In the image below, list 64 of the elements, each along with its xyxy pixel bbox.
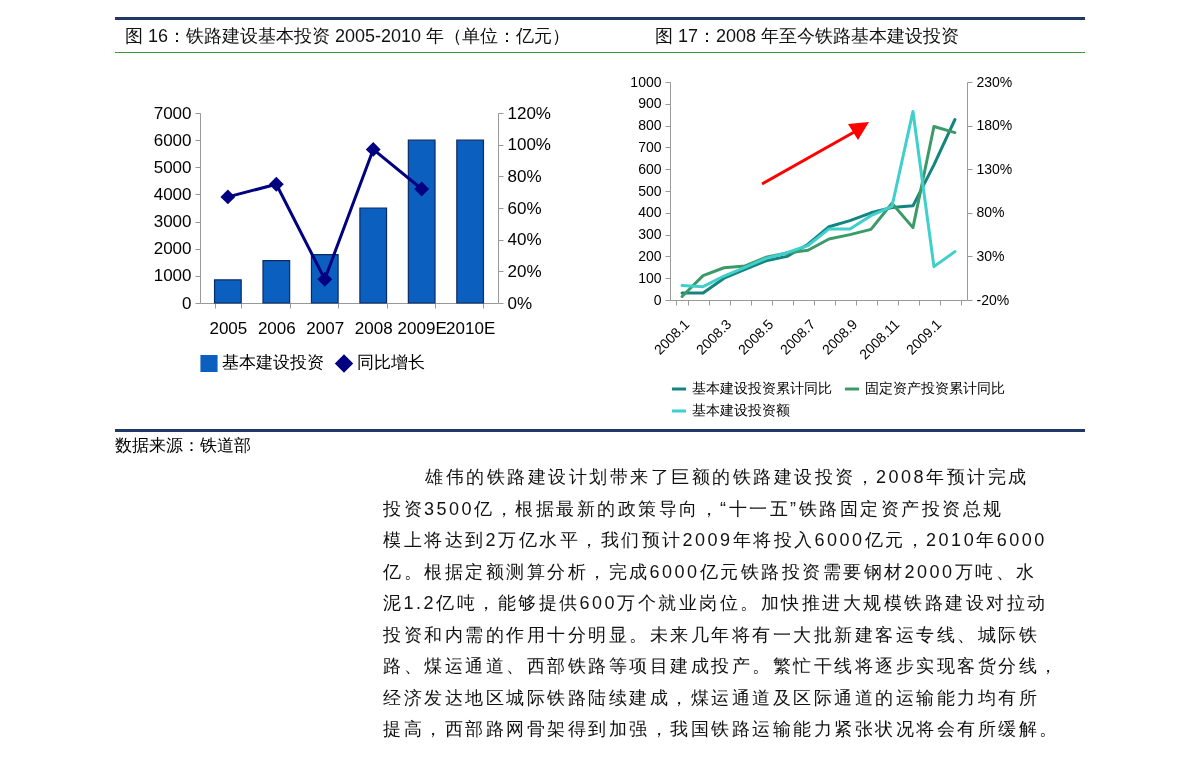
x-tick-label: 2005 — [209, 318, 248, 338]
y2-tick-label: 100% — [507, 135, 551, 155]
x-tick-label: 2007 — [306, 318, 345, 338]
x-tick-label: 2008 — [354, 318, 393, 338]
chart-title: 图 17：2008 年至今铁路基本建设投资 — [655, 25, 960, 48]
text: 雄伟的铁路建设计划带来了巨额的铁路建设投资，2008年预计完成 — [424, 466, 1030, 489]
y-tick-label: 700 — [638, 138, 662, 155]
y-tick-label: 4000 — [153, 184, 192, 204]
x-tick-label: 2010E — [446, 318, 496, 338]
text: 亿。根据定额测算分析，完成6000亿元铁路投资需要钢材2000万吨、水 — [383, 560, 1038, 584]
source-note: 数据来源：铁道部 — [115, 435, 251, 457]
point — [220, 189, 236, 205]
text: 泥1.2亿吨，能够提供600万个就业岗位。加快推进大规模铁路建设对拉动 — [383, 592, 1049, 615]
x-tick-label: 2009E — [397, 318, 447, 338]
y2-tick-label: 180% — [976, 117, 1013, 134]
y-tick-label: 600 — [638, 160, 662, 177]
y-tick-label: 0 — [653, 291, 662, 308]
legend-label: 同比增长 — [357, 353, 425, 373]
text: 提高，西部路网骨架得到加强，我国铁路运输能力紧张状况将会有所缓解。 — [383, 718, 1060, 741]
text: 路、煤运通道、西部铁路等项目建成投产。繁忙干线将逐步实现客货分线， — [383, 655, 1060, 678]
legend-label: 固定资产投资累计同比 — [865, 380, 1005, 396]
point — [268, 176, 284, 192]
y2-tick-label: 80% — [976, 204, 1005, 221]
y-tick-label: 7000 — [153, 103, 192, 123]
y-tick-label: 5000 — [153, 157, 192, 177]
y-tick-label: 0 — [182, 293, 192, 313]
y-tick-label: 200 — [638, 247, 662, 264]
y2-tick-label: 30% — [976, 247, 1005, 264]
legend-label: 基本建设投资累计同比 — [692, 380, 832, 396]
y-tick-label: 400 — [638, 204, 662, 221]
point — [365, 142, 381, 157]
y-tick-label: 900 — [638, 95, 662, 112]
y-tick-label: 1000 — [153, 266, 192, 286]
bar — [456, 139, 485, 304]
y2-tick-label: 60% — [507, 198, 542, 218]
y-tick-label: 2000 — [153, 239, 192, 259]
chart-title: 图 16：铁路建设基本投资 2005-2010 年（单位：亿元） — [125, 25, 571, 48]
bar — [262, 260, 291, 304]
text: 经济发达地区城际铁路陆续建成，煤运通道及区际通道的运输能力均有所 — [383, 686, 1040, 710]
text: 模上将达到2万亿水平，我们预计2009年将投入6000亿元，2010年6000 — [383, 529, 1048, 552]
y2-tick-label: 40% — [507, 230, 542, 250]
y2-tick-label: 230% — [976, 73, 1013, 90]
legend-label: 基本建设投资 — [222, 353, 324, 373]
bar — [407, 139, 436, 304]
text: 投资3500亿，根据最新的政策导向，“十一五”铁路固定资产投资总规 — [383, 497, 1005, 521]
y-tick-label: 800 — [638, 117, 662, 134]
legend-label: 基本建设投资额 — [692, 402, 790, 418]
y2-tick-label: 80% — [507, 166, 542, 186]
y-tick-label: 1000 — [630, 73, 662, 90]
text: 投资和内需的作用十分明显。未来几年将有一大批新建客运专线、城际铁 — [383, 623, 1040, 647]
bar — [213, 279, 242, 304]
y-tick-label: 100 — [638, 269, 662, 286]
y2-tick-label: 120% — [507, 103, 551, 123]
y-tick-label: 3000 — [153, 212, 192, 232]
bar — [359, 207, 388, 304]
y2-tick-label: 0% — [507, 293, 533, 313]
y2-tick-label: -20% — [976, 291, 1010, 308]
point — [414, 181, 430, 197]
y2-tick-label: 20% — [507, 261, 542, 281]
y-tick-label: 300 — [638, 226, 662, 243]
y2-tick-label: 130% — [976, 160, 1013, 177]
y-tick-label: 6000 — [153, 130, 192, 150]
x-tick-label: 2006 — [257, 318, 296, 338]
y-tick-label: 500 — [638, 182, 662, 199]
